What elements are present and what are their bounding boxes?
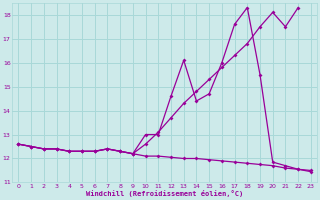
X-axis label: Windchill (Refroidissement éolien,°C): Windchill (Refroidissement éolien,°C) <box>86 190 243 197</box>
